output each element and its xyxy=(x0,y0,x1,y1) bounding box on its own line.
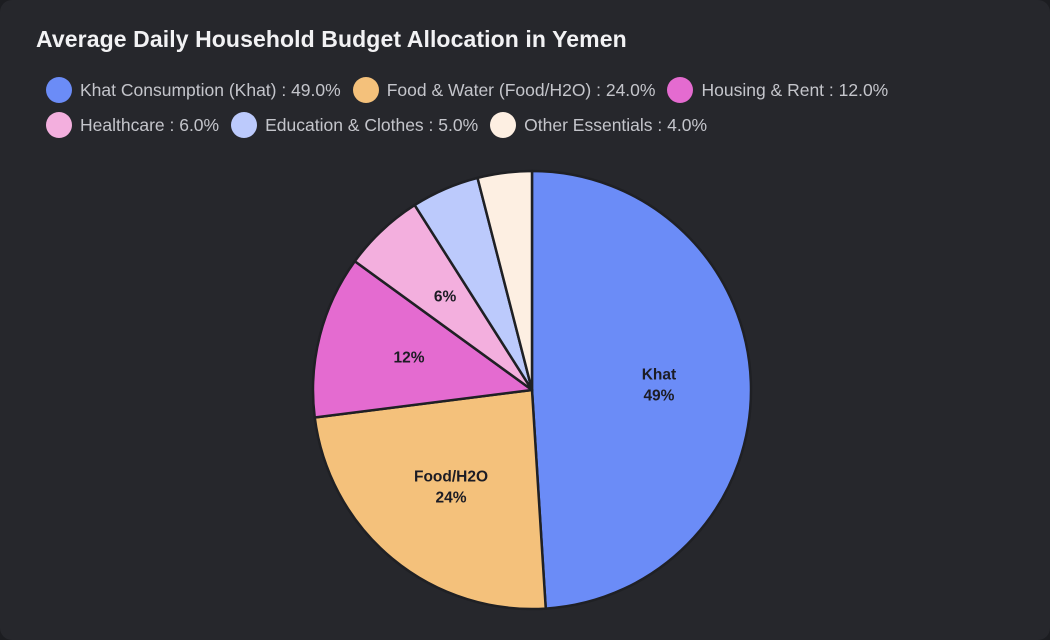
legend-item[interactable]: Other Essentials : 4.0% xyxy=(490,112,707,138)
slice-label: 12% xyxy=(393,350,424,367)
legend-label: Housing & Rent : 12.0% xyxy=(701,79,889,100)
legend-label: Other Essentials : 4.0% xyxy=(524,114,708,135)
slice-label: Food/H2O xyxy=(414,468,488,485)
pie-slice[interactable] xyxy=(476,169,534,392)
pie-slice[interactable] xyxy=(530,169,753,610)
legend-swatch xyxy=(231,112,258,138)
legend-label: Education & Clothes : 5.0% xyxy=(265,114,479,135)
chart-title: Average Daily Household Budget Allocatio… xyxy=(36,26,627,52)
slice-label: 6% xyxy=(434,289,457,306)
legend-label: Food & Water (Food/H2O) : 24.0% xyxy=(386,79,656,100)
chart-legend: Khat Consumption (Khat) : 49.0% Food & Wa… xyxy=(46,77,1006,138)
legend-swatch xyxy=(667,77,694,103)
legend-item[interactable]: Healthcare : 6.0% xyxy=(46,112,219,138)
legend-label: Healthcare : 6.0% xyxy=(80,114,220,135)
pie-chart: Khat 49% Food/H2O 24% 12% 6% xyxy=(311,169,753,611)
legend-swatch xyxy=(352,77,379,103)
legend-item[interactable]: Food & Water (Food/H2O) : 24.0% xyxy=(352,77,656,103)
legend-item[interactable]: Housing & Rent : 12.0% xyxy=(667,77,888,103)
legend-item[interactable]: Khat Consumption (Khat) : 49.0% xyxy=(46,77,341,103)
slice-label: Khat xyxy=(642,367,676,384)
slice-label: 24% xyxy=(436,489,467,506)
pie-slice[interactable] xyxy=(311,260,534,419)
slice-label: 49% xyxy=(643,388,674,405)
legend-swatch xyxy=(46,77,72,103)
legend-swatch xyxy=(490,112,517,138)
legend-label: Khat Consumption (Khat) : 49.0% xyxy=(80,79,341,100)
legend-item[interactable]: Education & Clothes : 5.0% xyxy=(231,112,478,138)
legend-swatch xyxy=(46,112,72,138)
pie-slice[interactable] xyxy=(313,388,548,611)
